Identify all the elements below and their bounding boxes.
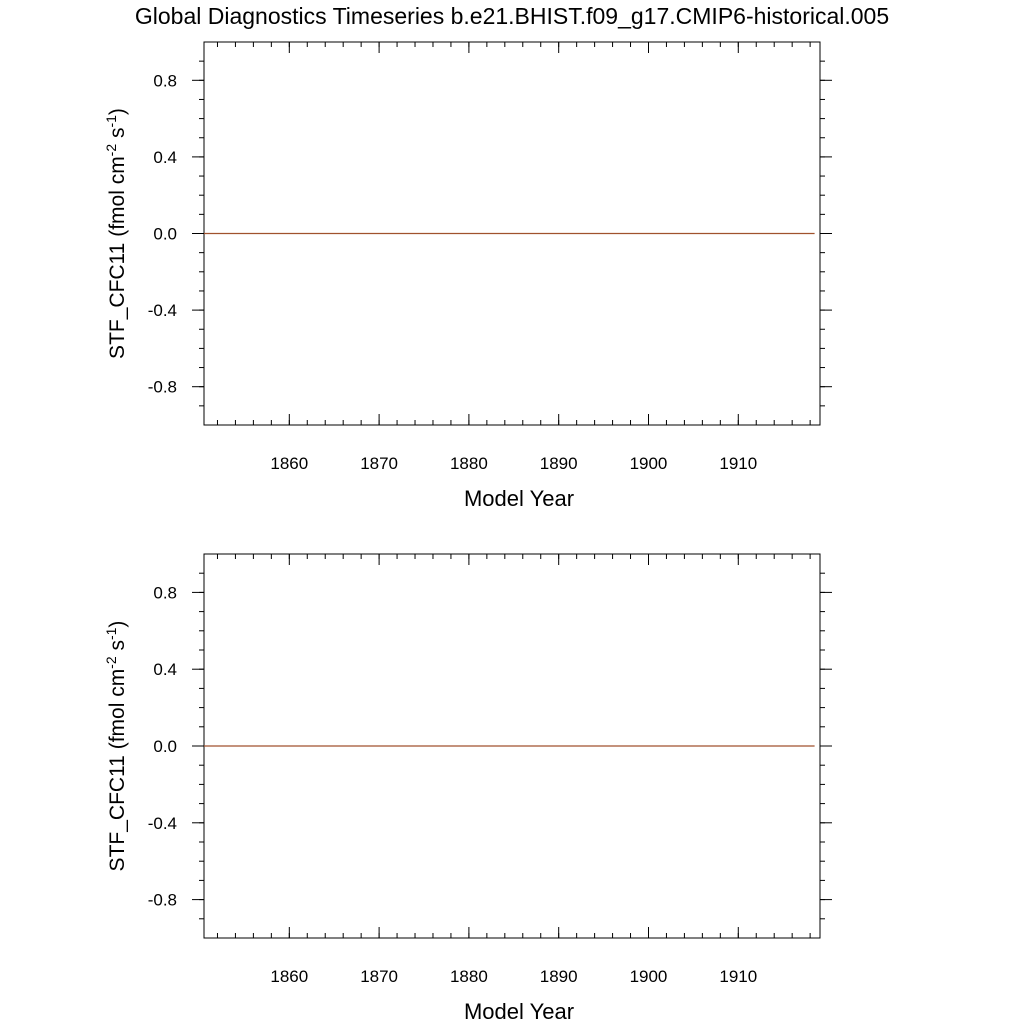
chart1-y-axis-label: STF_CFC11 (fmol cm-2 s-1)	[103, 108, 129, 359]
chart2-x-tick-label: 1870	[360, 967, 398, 986]
chart-title: Global Diagnostics Timeseries b.e21.BHIS…	[135, 3, 889, 29]
chart1-x-tick-label: 1880	[450, 454, 488, 473]
chart2-y-axis-label: STF_CFC11 (fmol cm-2 s-1)	[103, 621, 129, 872]
chart1-x-tick-label: 1870	[360, 454, 398, 473]
chart1-y-tick-label: 0.0	[153, 225, 177, 244]
chart1-y-tick-label: 0.4	[153, 148, 177, 167]
chart2-x-tick-label: 1880	[450, 967, 488, 986]
chart1-y-tick-label: 0.8	[153, 71, 177, 90]
chart-panel-top: 1860 1870 1880 1890 1900 1910 0.8 0.4 0.0 -0.4 -0.…	[103, 41, 832, 511]
chart1-x-axis-label: Model Year	[464, 486, 574, 511]
chart2-y-tick-label: -0.4	[148, 814, 177, 833]
chart2-x-tick-label: 1900	[630, 967, 668, 986]
chart1-x-tick-label: 1890	[540, 454, 578, 473]
chart1-y-tick-label: -0.8	[148, 378, 177, 397]
chart2-x-tick-label: 1910	[719, 967, 757, 986]
chart2-y-tick-label: 0.4	[153, 660, 177, 679]
chart2-x-tick-label: 1860	[270, 967, 308, 986]
chart-panel-bottom: 1860 1870 1880 1890 1900 1910 0.8 0.4 0.0 -0.4 -0.…	[103, 553, 832, 1024]
chart1-x-tick-label: 1900	[630, 454, 668, 473]
chart2-y-tick-label: -0.8	[148, 891, 177, 910]
chart1-y-tick-label: -0.4	[148, 301, 177, 320]
chart2-y-tick-label: 0.0	[153, 737, 177, 756]
chart1-x-tick-label: 1860	[270, 454, 308, 473]
chart2-y-tick-label: 0.8	[153, 583, 177, 602]
chart1-x-tick-label: 1910	[719, 454, 757, 473]
chart2-x-axis-label: Model Year	[464, 999, 574, 1024]
chart2-x-tick-label: 1890	[540, 967, 578, 986]
